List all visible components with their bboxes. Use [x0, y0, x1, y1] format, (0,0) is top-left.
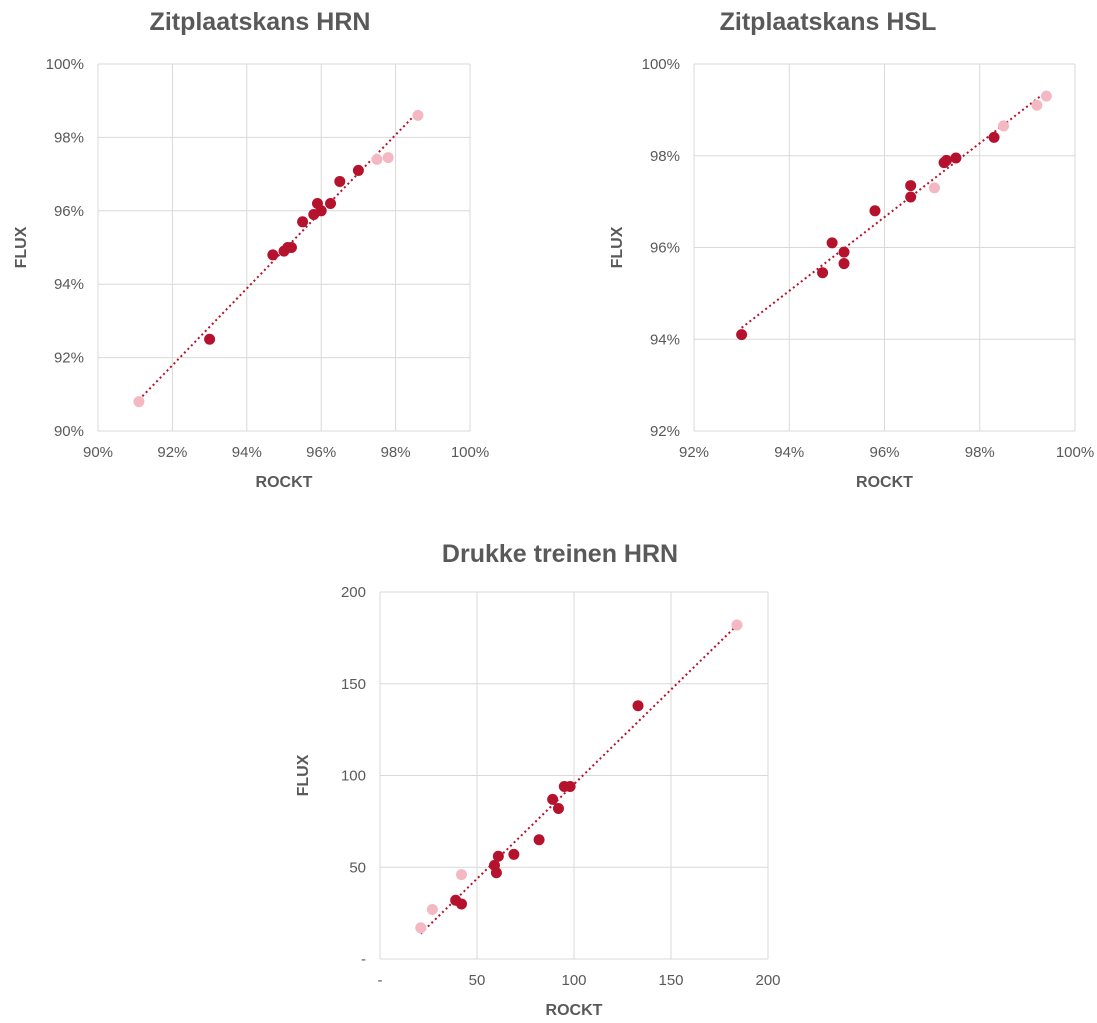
data-point: [838, 258, 850, 270]
y-tick-label: 100%: [46, 56, 84, 73]
y-axis-label: FLUX: [13, 226, 30, 268]
data-point: [736, 329, 748, 341]
trendline: [741, 90, 1048, 329]
data-point: [455, 898, 467, 910]
x-axis-label: ROCKT: [546, 1002, 603, 1019]
data-point: [371, 153, 383, 165]
scatter-plot: - 50 100 150 200 - 50 100 150 200 ROCKT FLUX: [295, 584, 781, 1019]
chart-title: Zitplaatskans HRN: [149, 8, 371, 36]
chart-drukke-treinen-hrn: Drukke treinen HRN - 50 100 150 200 - 50 100 150…: [270, 530, 830, 1023]
x-tick-label: 94%: [232, 444, 262, 461]
chart-zitplaatskans-hsl: Zitplaatskans HSL 92% 94% 96% 98% 100% 92% 94%…: [560, 0, 1097, 500]
data-point: [412, 109, 424, 121]
y-tick-label: 98%: [650, 148, 680, 165]
data-point: [929, 182, 941, 194]
x-tick-label: 100%: [451, 444, 489, 461]
y-tick-label: 94%: [54, 276, 84, 293]
data-point: [508, 848, 520, 860]
y-tick-label: 100%: [642, 56, 680, 73]
data-point: [297, 216, 309, 228]
trendline: [420, 624, 738, 935]
x-tick-label: 94%: [774, 444, 804, 461]
x-tick-label: 92%: [157, 444, 187, 461]
y-tick-label: -: [361, 951, 366, 968]
y-tick-label: 150: [341, 676, 366, 693]
y-tick-label: 92%: [54, 350, 84, 367]
x-tick-label: 96%: [869, 444, 899, 461]
x-tick-label: 98%: [965, 444, 995, 461]
chart-zitplaatskans-hrn: Zitplaatskans HRN 90% 92% 94% 96% 98% 100% 90%…: [0, 0, 520, 500]
y-tick-label: 200: [341, 584, 366, 601]
x-tick-label: 50: [469, 972, 486, 989]
y-tick-label: 98%: [54, 129, 84, 146]
x-tick-label: 100: [561, 972, 586, 989]
x-tick-label: -: [378, 972, 383, 989]
data-point: [905, 191, 917, 203]
y-axis-label: FLUX: [295, 754, 312, 796]
data-point: [547, 793, 559, 805]
scatter-plot: 92% 94% 96% 98% 100% 92% 94% 96% 98% 100% ROCKT FLU…: [609, 56, 1094, 491]
data-point: [817, 267, 829, 279]
x-tick-label: 200: [755, 972, 780, 989]
data-point: [869, 205, 881, 217]
data-point: [352, 164, 364, 176]
data-point: [533, 834, 545, 846]
x-axis-label: ROCKT: [256, 474, 313, 491]
y-tick-label: 92%: [650, 423, 680, 440]
data-point: [492, 850, 504, 862]
data-point: [998, 120, 1010, 132]
data-point: [285, 242, 297, 253]
data-point: [940, 154, 952, 166]
data-point: [204, 333, 216, 345]
y-tick-label: 96%: [650, 240, 680, 257]
data-point: [382, 152, 394, 164]
x-tick-label: 98%: [381, 444, 411, 461]
data-point: [988, 131, 1000, 143]
data-point: [552, 803, 564, 815]
x-tick-label: 100%: [1056, 444, 1094, 461]
chart-title: Zitplaatskans HSL: [719, 8, 937, 36]
x-tick-label: 150: [658, 972, 683, 989]
y-tick-label: 94%: [650, 331, 680, 348]
data-point: [426, 903, 438, 915]
y-tick-label: 96%: [54, 203, 84, 220]
data-point: [905, 180, 917, 192]
data-point: [632, 700, 644, 712]
data-point: [315, 205, 327, 217]
data-point: [334, 175, 346, 187]
x-tick-label: 90%: [83, 444, 113, 461]
data-point: [133, 396, 145, 408]
y-tick-label: 90%: [54, 423, 84, 440]
data-point: [838, 246, 850, 258]
data-point: [564, 781, 576, 793]
y-tick-label: 50: [349, 859, 366, 876]
data-point: [415, 922, 427, 934]
chart-title: Drukke treinen HRN: [441, 540, 679, 568]
data-point: [826, 237, 838, 249]
trendline: [138, 111, 419, 401]
x-tick-label: 96%: [306, 444, 336, 461]
y-axis-label: FLUX: [609, 226, 626, 268]
data-point: [455, 869, 467, 881]
data-point: [950, 152, 962, 164]
scatter-plot: 90% 92% 94% 96% 98% 100% 90% 92% 94% 96% 98% 100% RO…: [13, 56, 489, 491]
data-point: [1031, 99, 1043, 111]
x-axis-label: ROCKT: [856, 474, 913, 491]
y-tick-label: 100: [341, 768, 366, 785]
data-point: [267, 249, 279, 261]
data-point: [731, 619, 743, 631]
data-point: [490, 867, 502, 879]
x-tick-label: 92%: [679, 444, 709, 461]
data-point: [325, 197, 336, 209]
data-point: [1040, 90, 1052, 102]
